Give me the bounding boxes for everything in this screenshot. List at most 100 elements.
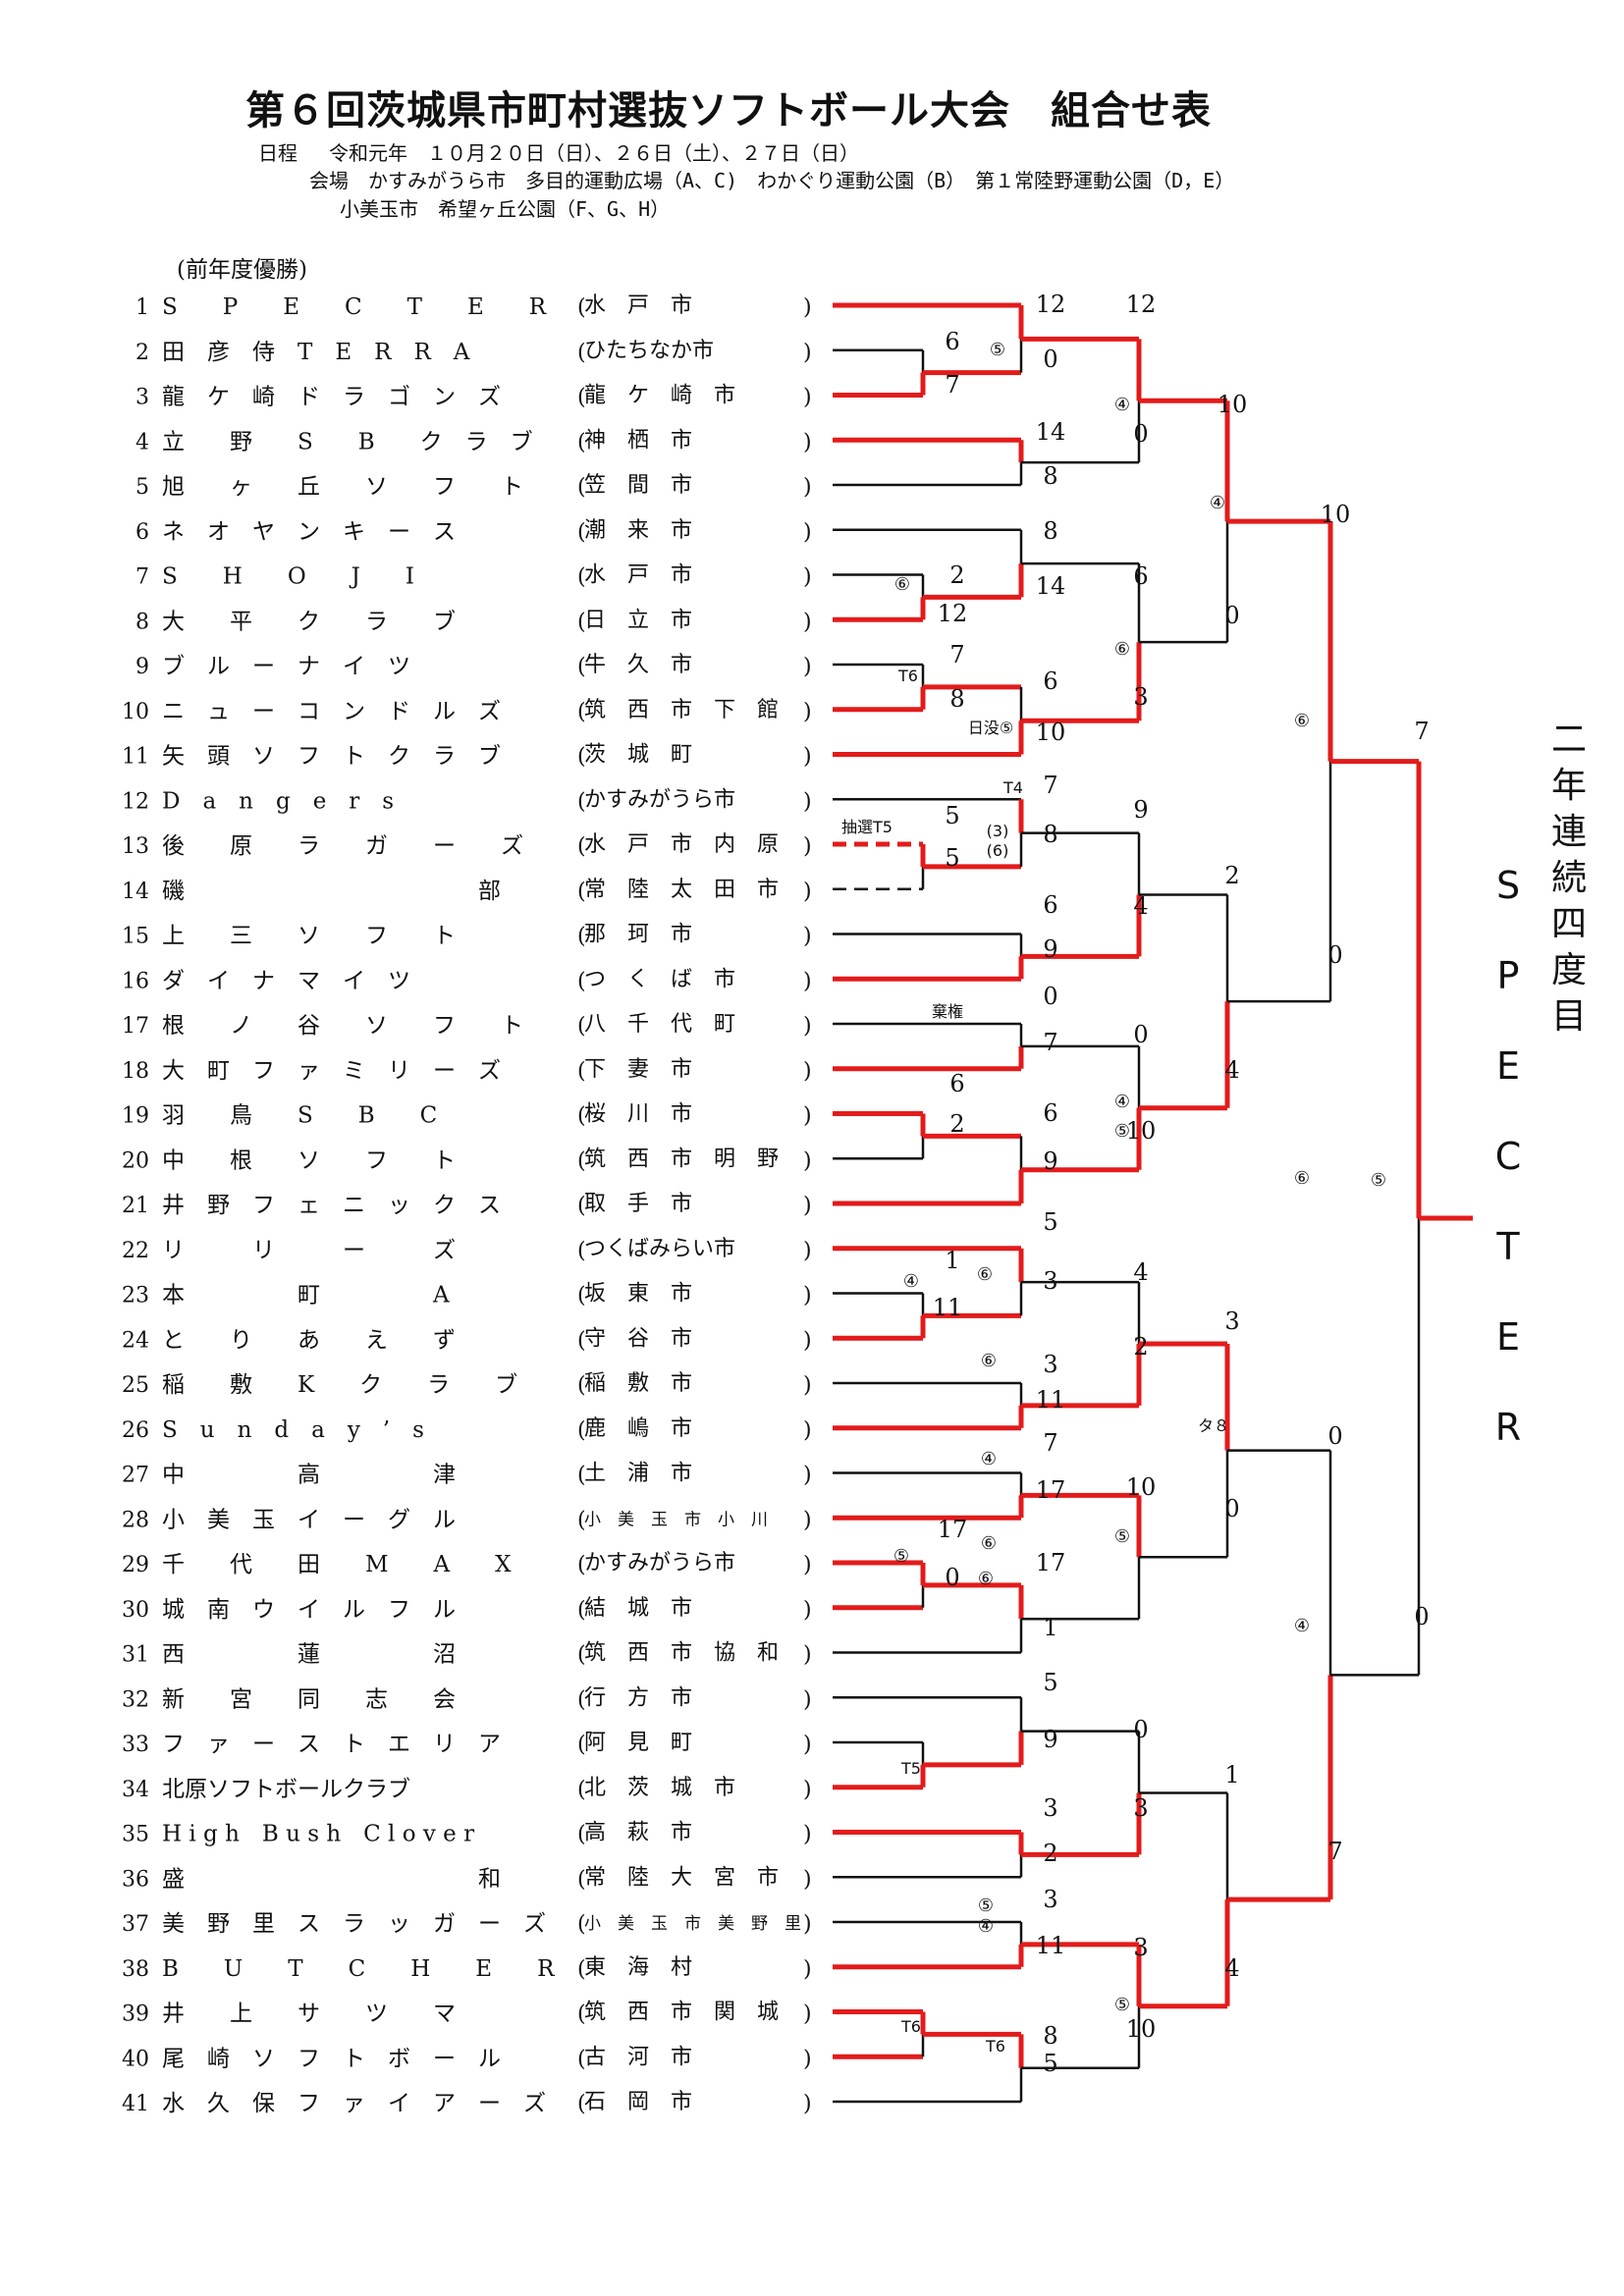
city-paren-close: ) [803, 1148, 812, 1173]
city-paren-open: ( [577, 1194, 586, 1218]
score-label: 0 [1327, 1422, 1342, 1450]
team-number: 33 [122, 1733, 149, 1757]
score-label: 0 [1133, 1716, 1148, 1743]
team-number: 36 [122, 1867, 149, 1892]
city-paren-close: ) [803, 2047, 812, 2071]
champion-note: 二年連続四度目 [1540, 717, 1598, 1040]
team-number: 14 [122, 880, 149, 904]
city-paren-close: ) [803, 341, 812, 365]
city-paren-close: ) [803, 1014, 812, 1039]
score-label: 9 [1133, 796, 1148, 824]
score-label: 0 [945, 1564, 959, 1591]
score-label: 4 [1133, 892, 1148, 920]
score-label: 10 [1126, 1473, 1157, 1501]
round-mark: ⑥ [981, 1533, 997, 1554]
city-paren-close: ) [803, 565, 812, 590]
team-name: H i g h B u s h C l o v e r [162, 1822, 474, 1847]
city-paren-open: ( [577, 1508, 586, 1532]
city-paren-close: ) [803, 1284, 812, 1308]
score-label: 10 [1218, 391, 1248, 418]
city-paren-close: ) [803, 1104, 812, 1129]
city-paren-open: ( [577, 655, 586, 679]
team-number: 6 [135, 520, 149, 545]
team-number: 9 [135, 655, 149, 679]
round-mark: ⑥ [981, 1351, 997, 1371]
team-city: 東 海 村 [584, 1955, 692, 1980]
score-label: 3 [1224, 1308, 1239, 1335]
team-number: 13 [122, 834, 149, 859]
champion-note-char: 度 [1550, 950, 1587, 990]
team-city: 高 萩 市 [584, 1821, 692, 1845]
team-city: 神 栖 市 [584, 428, 692, 453]
score-label: 3 [1043, 1267, 1057, 1295]
team-city: 鹿 嶋 市 [584, 1416, 692, 1441]
team-name: リ リ ー ズ [162, 1238, 456, 1263]
city-paren-open: ( [577, 1239, 586, 1263]
team-number: 21 [122, 1194, 149, 1218]
city-paren-close: ) [803, 1912, 812, 1937]
city-paren-close: ) [803, 2092, 812, 2116]
score-label: 17 [938, 1516, 968, 1543]
score-label: 9 [1043, 1148, 1057, 1175]
round-mark: ⑥ [977, 1264, 993, 1285]
score-label: 12 [1126, 291, 1157, 318]
team-name: S P E C T E R [162, 294, 547, 320]
champion-letter: R [1494, 1406, 1522, 1449]
round-mark: ⑥ [1294, 711, 1310, 731]
city-paren-close: ) [803, 1059, 812, 1084]
champion-note-char: 続 [1550, 858, 1587, 898]
city-paren-open: ( [577, 2047, 586, 2071]
game-note: T6 [985, 2037, 1005, 2056]
team-name: 上 三 ソ フ ト [162, 924, 456, 949]
city-paren-open: ( [577, 925, 586, 949]
city-paren-close: ) [803, 789, 812, 814]
team-name: 本 町 A [162, 1283, 450, 1308]
city-paren-close: ) [803, 700, 812, 724]
round-mark: ⑥ [1294, 1168, 1310, 1189]
city-paren-open: ( [577, 1912, 586, 1937]
team-name: 後 原 ラ ガ ー ズ [162, 833, 523, 859]
round-mark: ④ [1210, 493, 1225, 513]
score-label: 6 [1133, 562, 1148, 590]
score-label: 7 [945, 371, 959, 399]
score-label: 8 [1043, 517, 1057, 545]
score-label: 10 [1126, 2015, 1157, 2043]
city-paren-close: ) [803, 610, 812, 634]
score-label: 3 [1043, 1351, 1057, 1378]
team-city: 結 城 市 [584, 1596, 692, 1621]
city-paren-open: ( [577, 1957, 586, 1982]
team-number: 41 [122, 2092, 149, 2116]
city-paren-open: ( [577, 1823, 586, 1847]
team-number: 27 [122, 1464, 149, 1488]
round-mark: ⑤ [990, 340, 1005, 360]
team-city: 茨 城 町 [584, 743, 692, 768]
city-paren-open: ( [577, 295, 586, 320]
round-mark: ⑤ [1114, 1121, 1130, 1142]
team-name: 北原ソフトボールクラブ [162, 1777, 410, 1802]
team-name: 羽 鳥 S B C [162, 1103, 437, 1129]
city-paren-open: ( [577, 700, 586, 724]
team-city: 水 戸 市 [584, 563, 692, 588]
city-paren-close: ) [803, 1464, 812, 1488]
team-number: 10 [122, 700, 149, 724]
game-note: 日没⑤ [968, 719, 1013, 737]
score-label: 5 [1043, 2050, 1057, 2077]
team-name: 大 平 ク ラ ブ [162, 609, 456, 634]
score-label: 0 [1224, 1495, 1239, 1522]
team-city: 石 岡 市 [584, 2090, 692, 2114]
team-number: 1 [135, 295, 149, 320]
team-name: フ ァ ー ス ト エ リ ア [162, 1732, 501, 1757]
round-mark: ⑥ [978, 1569, 994, 1589]
score-label: 7 [949, 641, 964, 668]
score-label: 4 [1224, 1954, 1239, 1982]
team-city: 潮 来 市 [584, 518, 692, 543]
round-mark: ⑥ [894, 574, 910, 595]
team-name: 矢 頭 ソ フ ト ク ラ ブ [162, 744, 501, 770]
team-name: 城 南 ウ イ ル フ ル [162, 1597, 456, 1623]
champion-note-char: 連 [1550, 812, 1587, 852]
team-name: 龍 ケ 崎 ド ラ ゴ ン ズ [162, 385, 501, 410]
team-city: ひたちなか市 [584, 339, 714, 363]
score-label: 3 [1133, 1794, 1148, 1822]
team-name: 稲 敷 K ク ラ ブ [162, 1372, 517, 1398]
champion-letter: C [1494, 1135, 1522, 1178]
